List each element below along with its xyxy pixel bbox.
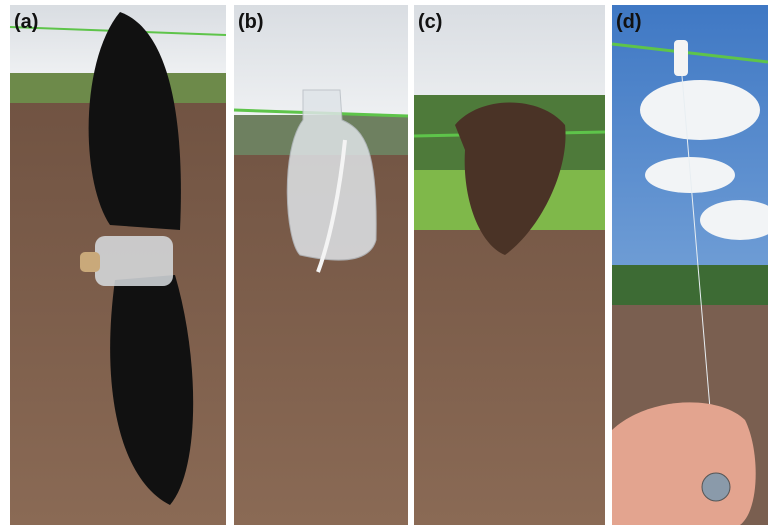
panel-label: (c) [418, 11, 442, 33]
trees [612, 265, 768, 305]
cork [80, 252, 100, 272]
panel-a: (a) [10, 5, 226, 525]
panel-label: (b) [238, 11, 264, 33]
bead [702, 473, 730, 501]
cloud [640, 80, 760, 140]
panel-c: (c) [414, 5, 605, 525]
clip [674, 40, 688, 76]
panel-d: (d) [612, 5, 768, 525]
bottle [95, 236, 173, 286]
panel-b: (b) [234, 5, 408, 525]
hand [612, 402, 756, 525]
panel-label: (d) [616, 11, 642, 33]
panel-label: (a) [14, 11, 38, 33]
figure: (a) (b) (c) (d) [0, 0, 768, 527]
